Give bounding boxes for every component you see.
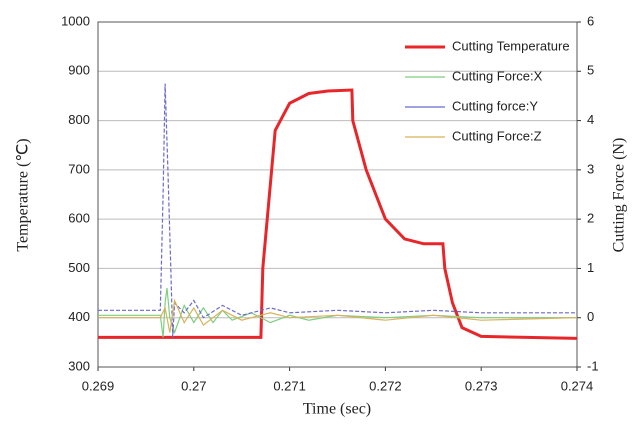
- y2-tick-label: 4: [587, 112, 594, 127]
- series-line: [98, 88, 578, 340]
- y2-tick-label: -1: [587, 358, 599, 373]
- y-tick-label: 1000: [61, 13, 90, 28]
- y2-tick-label: 3: [587, 161, 594, 176]
- x-tick-label: 0.273: [465, 378, 498, 393]
- y-tick-label: 600: [68, 211, 90, 226]
- x-tick-label: 0.272: [369, 378, 402, 393]
- x-tick-label: 0.274: [561, 378, 594, 393]
- series-line: [98, 83, 577, 338]
- x-tick-label: 0.27: [181, 378, 206, 393]
- legend-label: Cutting Force:Z: [452, 128, 542, 143]
- y-tick-label: 900: [68, 63, 90, 78]
- y2-tick-label: 1: [587, 260, 594, 275]
- y2-tick-label: 6: [587, 13, 594, 28]
- legend-label: Cutting Force:X: [452, 68, 543, 83]
- x-tick-label: 0.269: [82, 378, 115, 393]
- legend-label: Cutting force:Y: [452, 98, 538, 113]
- y2-axis-label: Cutting Force (N): [611, 138, 628, 253]
- y-axis-label: Temperature (℃): [15, 138, 32, 251]
- y-tick-label: 500: [68, 260, 90, 275]
- y-tick-label: 300: [68, 358, 90, 373]
- legend-label: Cutting Temperature: [452, 38, 570, 53]
- x-tick-label: 0.271: [273, 378, 306, 393]
- y2-tick-label: 0: [587, 309, 594, 324]
- y-tick-label: 700: [68, 161, 90, 176]
- x-axis-label: Time (sec): [303, 401, 371, 418]
- y2-tick-label: 2: [587, 211, 594, 226]
- series-line: [98, 298, 578, 333]
- y-tick-label: 800: [68, 112, 90, 127]
- y-tick-label: 400: [68, 309, 90, 324]
- plot-frame: [97, 21, 578, 368]
- y2-tick-label: 5: [587, 63, 594, 78]
- series-line: [98, 288, 577, 338]
